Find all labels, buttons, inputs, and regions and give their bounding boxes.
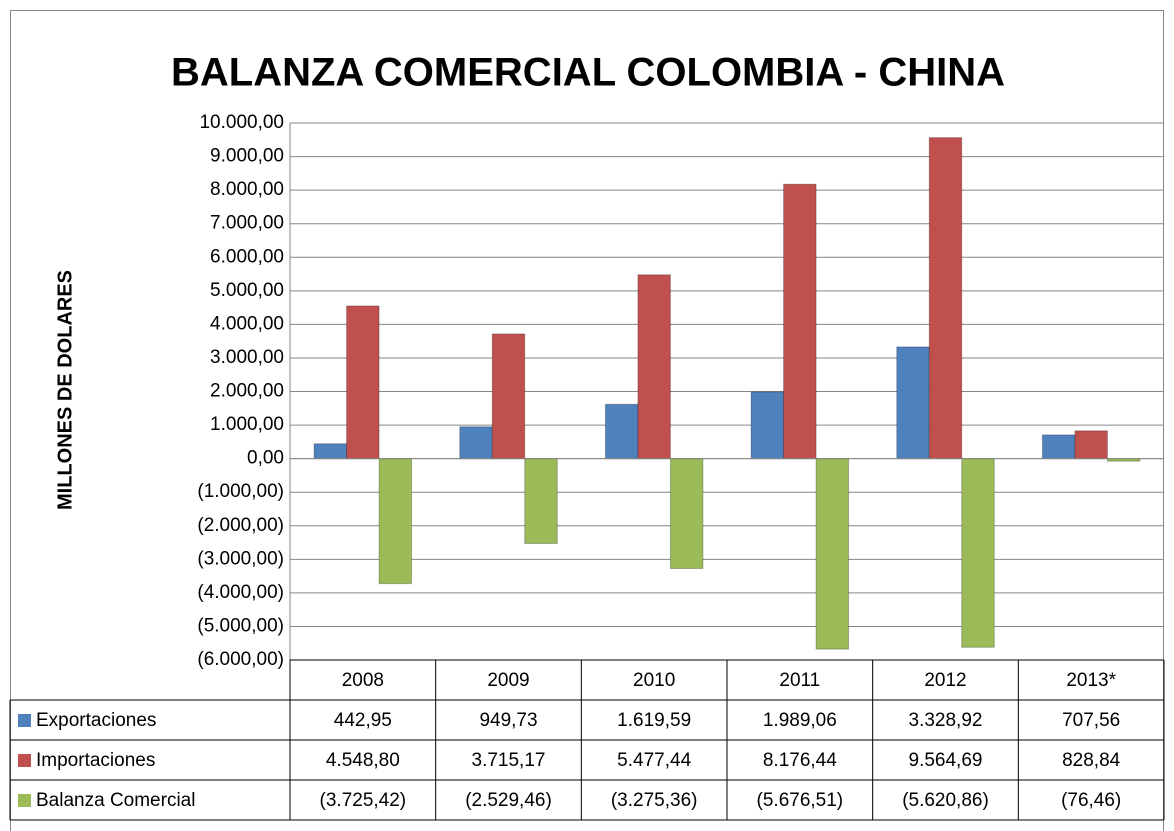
bar [961, 458, 995, 648]
bar [1074, 430, 1108, 460]
y-tick-label: 5.000,00 [210, 280, 284, 301]
bar [750, 391, 785, 460]
y-tick-label: 3.000,00 [210, 347, 284, 368]
table-value: 3.328,92 [909, 710, 983, 731]
x-tick-label: 2008 [342, 670, 384, 691]
y-tick-label: 0,00 [247, 448, 284, 469]
table-value: (3.275,36) [611, 790, 698, 811]
bar [459, 426, 493, 460]
table-value: (5.620,86) [902, 790, 989, 811]
bar [604, 403, 639, 460]
bar [783, 183, 817, 460]
table-value: 5.477,44 [617, 750, 691, 771]
table-value: 1.619,59 [617, 710, 691, 731]
y-axis-label: MILLONES DE DOLARES [54, 270, 76, 510]
y-tick-label: (4.000,00) [197, 582, 284, 603]
bar [896, 346, 930, 460]
table-value: 707,56 [1062, 710, 1120, 731]
bar [378, 458, 413, 585]
bar [346, 305, 380, 460]
table-value: (3.725,42) [320, 790, 407, 811]
bar [815, 458, 850, 650]
bar [491, 333, 526, 460]
table-value: 1.989,06 [763, 710, 837, 731]
table-value: 8.176,44 [763, 750, 837, 771]
y-tick-label: 7.000,00 [210, 213, 284, 234]
bar [1041, 434, 1076, 460]
y-tick-label: (3.000,00) [197, 548, 284, 569]
table-value: 828,84 [1062, 750, 1121, 771]
chart-border [10, 10, 1164, 831]
x-tick-label: 2009 [487, 670, 529, 691]
legend-label: Exportaciones [36, 710, 156, 731]
table-value: 9.564,69 [909, 750, 983, 771]
bar [313, 443, 348, 460]
x-tick-label: 2012 [924, 670, 966, 691]
y-tick-label: (2.000,00) [197, 515, 284, 536]
table-value: 442,95 [334, 710, 392, 731]
table-value: 949,73 [479, 710, 537, 731]
y-tick-label: (5.000,00) [197, 615, 284, 636]
table-value: (5.676,51) [757, 790, 844, 811]
x-tick-label: 2013* [1066, 670, 1116, 691]
table-value: (2.529,46) [465, 790, 552, 811]
x-tick-label: 2011 [779, 670, 820, 691]
legend-key [18, 794, 31, 807]
y-tick-label: 2.000,00 [210, 381, 284, 402]
legend-label: Balanza Comercial [36, 790, 195, 811]
bar [669, 458, 704, 570]
legend-label: Importaciones [36, 750, 155, 771]
y-tick-label: 1.000,00 [210, 414, 284, 435]
bar [524, 458, 558, 545]
table-value: 4.548,80 [326, 750, 400, 771]
y-tick-label: 9.000,00 [210, 146, 284, 167]
legend-key [18, 714, 31, 727]
y-tick-label: 4.000,00 [210, 313, 284, 334]
table-value: 3.715,17 [472, 750, 546, 771]
bar [928, 137, 963, 460]
bar [637, 274, 671, 460]
table-value: (76,46) [1061, 790, 1121, 811]
chart-title: BALANZA COMERCIAL COLOMBIA - CHINA [171, 51, 1005, 95]
y-tick-label: (6.000,00) [197, 649, 284, 670]
y-tick-label: 6.000,00 [210, 246, 284, 267]
y-tick-label: 8.000,00 [210, 179, 284, 200]
legend-key [18, 754, 31, 767]
y-tick-label: (1.000,00) [197, 481, 284, 502]
x-tick-label: 2010 [633, 670, 675, 691]
y-tick-label: 10.000,00 [199, 112, 284, 133]
